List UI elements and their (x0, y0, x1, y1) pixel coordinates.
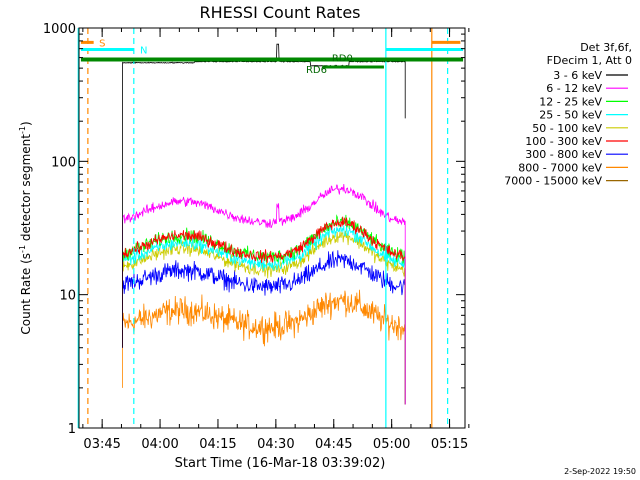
x-tick-label: 04:45 (315, 437, 352, 452)
legend-label: 25 - 50 keV (539, 109, 602, 122)
x-tick-label: 03:45 (83, 437, 120, 452)
series-layer (122, 43, 406, 405)
y-tick-label: 1 (68, 422, 76, 437)
y-tick-label: 1000 (43, 22, 76, 37)
annotation-rd6: RD6 (306, 65, 327, 76)
legend-label: 12 - 25 keV (539, 95, 602, 108)
legend-label: 7000 - 15000 keV (504, 175, 602, 188)
annotation-s: S (99, 38, 105, 49)
overlay-layer: S N RD0 RD6 (77, 28, 464, 428)
x-tick-label: 05:15 (431, 437, 468, 452)
legend-label: 50 - 100 keV (532, 122, 602, 135)
annotation-n: N (140, 45, 147, 56)
y-label-part-2: detector segment (19, 134, 33, 245)
legend-label: 3 - 6 keV (553, 69, 602, 82)
series-line-800-to-7000keV (122, 289, 406, 405)
y-label-sup-2: -1 (18, 126, 27, 134)
y-tick-label: 100 (51, 155, 76, 170)
x-tick-label: 04:00 (141, 437, 178, 452)
series-line-100-to-300keV (122, 216, 406, 405)
legend-header-line-1: Det 3f,6f, (580, 41, 632, 54)
x-axis: 03:45 04:00 04:15 04:30 04:45 05:00 05:15 (82, 28, 470, 452)
annotation-rd0: RD0 (332, 54, 353, 65)
y-tick-label: 10 (59, 289, 76, 304)
footer-date: 2-Sep-2022 19:50 (564, 467, 636, 476)
legend-label: 800 - 7000 keV (518, 161, 602, 174)
legend-header-line-2: FDecim 1, Att 0 (547, 54, 632, 67)
series-line-300-to-800keV (122, 250, 406, 405)
legend-label: 6 - 12 keV (546, 82, 602, 95)
y-axis: 1 10 100 1000 (43, 22, 465, 437)
plot-frame (78, 27, 466, 429)
legend-label: 100 - 300 keV (525, 135, 602, 148)
x-tick-label: 05:00 (373, 437, 410, 452)
chart-title: RHESSI Count Rates (200, 3, 361, 22)
y-label-sup-1: -1 (18, 245, 27, 253)
x-axis-label: Start Time (16-Mar-18 03:39:02) (175, 456, 386, 471)
y-label-part-1: Count Rate (s (19, 253, 33, 335)
series-line-3-to-6keV (122, 43, 406, 348)
series-line-6-to-12keV (122, 183, 406, 405)
x-tick-label: 04:30 (257, 437, 294, 452)
legend-label: 300 - 800 keV (525, 148, 602, 161)
y-label-part-3: ) (19, 121, 33, 126)
y-axis-label: Count Rate (s-1 detector segment-1) (18, 121, 33, 334)
x-tick-label: 04:15 (199, 437, 236, 452)
